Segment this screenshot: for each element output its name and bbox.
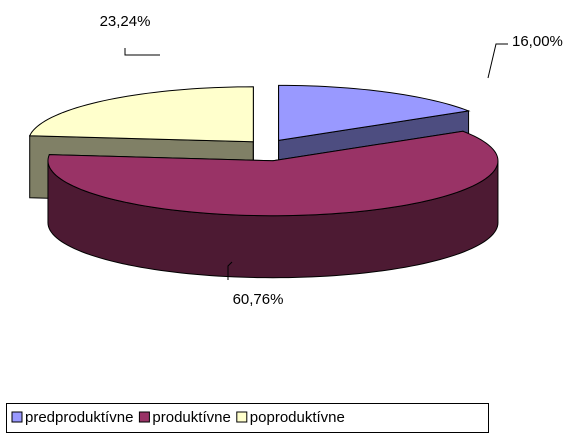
legend-swatch [138, 411, 150, 423]
slice-top [47, 130, 499, 217]
data-label: 23,24% [100, 13, 151, 30]
legend-label: predproduktívne [25, 409, 133, 426]
legend-swatch [236, 411, 248, 423]
legend-box [6, 403, 489, 433]
legend-swatch [11, 411, 23, 423]
slice-top [28, 86, 254, 143]
leader-line [227, 261, 233, 280]
data-label: 16,00% [512, 33, 563, 50]
legend-label: produktívne [152, 409, 230, 426]
leader-line [487, 43, 508, 79]
legend-label: poproduktívne [250, 409, 345, 426]
slice-top [278, 84, 471, 141]
leader-line [124, 48, 160, 56]
slice [47, 130, 499, 279]
data-label: 60,76% [233, 291, 284, 308]
